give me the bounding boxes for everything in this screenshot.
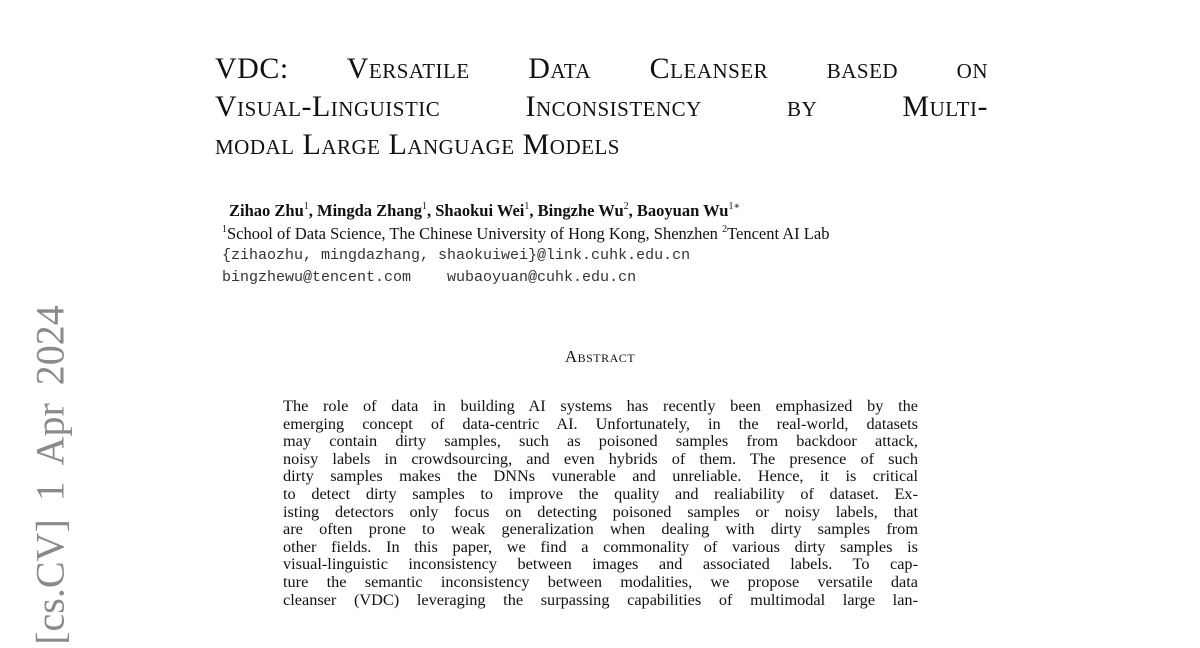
author-affil-mark: 2 — [623, 201, 629, 212]
abstract-line: dirty samples makes the DNNs vunerable a… — [283, 466, 918, 486]
author-list: Zihao Zhu1, Mingda Zhang1, Shaokui Wei1,… — [229, 201, 741, 220]
abstract-line: noisy labels in crowdsourcing, and even … — [283, 448, 918, 468]
abstract-line: emerging concept of data-centric AI. Unf… — [283, 413, 918, 433]
author: Baoyuan Wu — [636, 201, 729, 220]
abstract-line: are often prone to weak generalization w… — [283, 519, 918, 539]
arxiv-stamp: [cs.CV] 1 Apr 2024 — [27, 305, 73, 645]
abstract-line: The role of data in building AI systems … — [283, 396, 918, 415]
affil-mark: 1 — [222, 224, 227, 235]
abstract-body: The role of data in building AI systems … — [283, 397, 918, 608]
paper-title: VDC: Versatile Data Cleanser based on Vi… — [215, 50, 988, 164]
affiliation: Tencent AI Lab — [727, 224, 830, 243]
author-affil-mark: 1 — [524, 201, 530, 212]
author: Mingda Zhang — [317, 201, 422, 220]
abstract-line: to detect dirty samples to improve the q… — [283, 483, 918, 503]
abstract-line: other fields. In this paper, we find a c… — [283, 536, 918, 556]
author: Shaokui Wei — [435, 201, 525, 220]
abstract-line: ture the semantic inconsistency between … — [283, 571, 918, 591]
affiliation: School of Data Science, The Chinese Univ… — [227, 224, 723, 243]
author-affil-mark: 1∗ — [728, 201, 741, 212]
title-line: Visual-Linguistic Inconsistency by Multi… — [215, 90, 988, 123]
abstract-line: isting detectors only focus on detecting… — [283, 501, 918, 521]
title-line: modal Large Language Models — [215, 128, 620, 161]
affil-mark: 2 — [722, 224, 728, 235]
email-line: bingzhewu@tencent.com wubaoyuan@cuhk.edu… — [222, 269, 637, 286]
author: Zihao Zhu — [229, 201, 304, 220]
abstract-line: cleanser (VDC) leveraging the surpassing… — [283, 589, 918, 609]
author-affil-mark: 1 — [303, 201, 309, 212]
abstract-heading: Abstract — [564, 347, 636, 366]
author: Bingzhe Wu — [537, 201, 624, 220]
title-line: VDC: Versatile Data Cleanser based on — [215, 52, 988, 85]
abstract-line: visual-linguistic inconsistency between … — [283, 554, 918, 574]
email-line: {zihaozhu, mingdazhang, shaokuiwei}@link… — [222, 247, 691, 264]
affiliations: 1School of Data Science, The Chinese Uni… — [222, 224, 829, 244]
abstract-line: may contain dirty samples, such as poiso… — [283, 431, 918, 451]
author-affil-mark: 1 — [422, 201, 427, 212]
